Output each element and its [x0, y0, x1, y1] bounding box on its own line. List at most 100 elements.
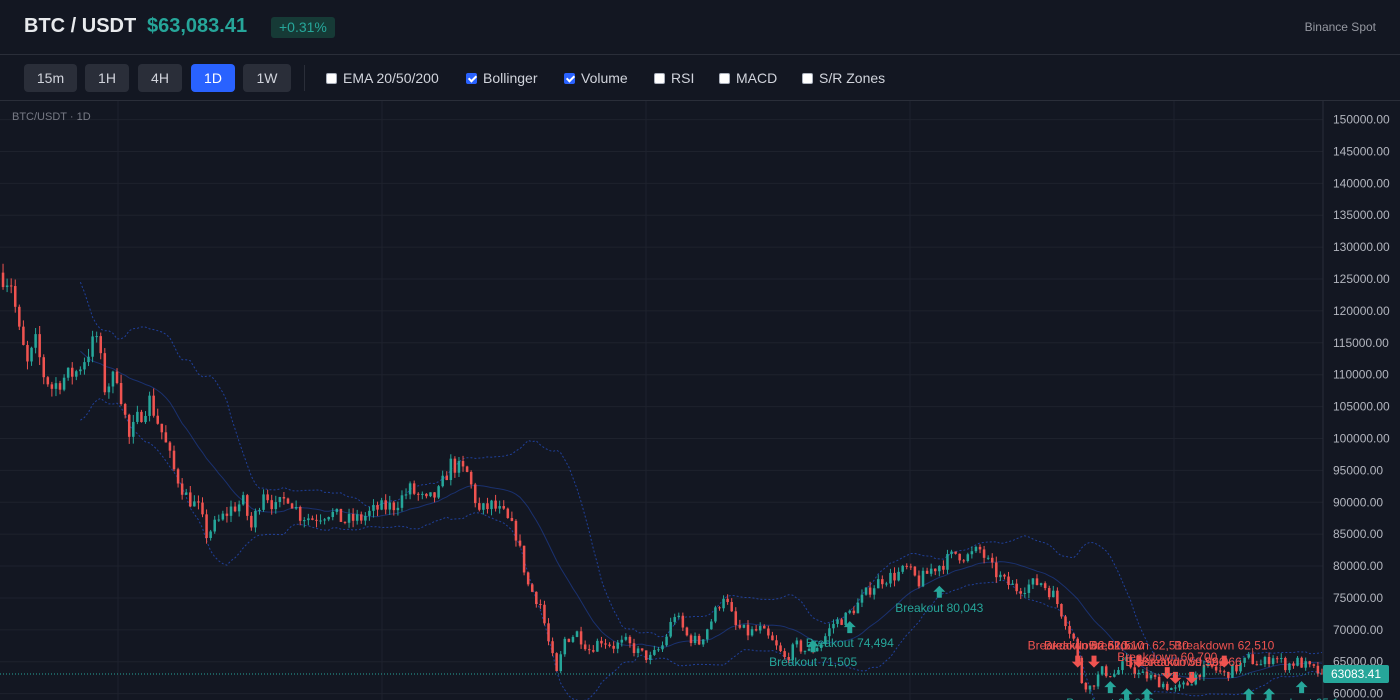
candle-body — [893, 572, 896, 581]
candle-body — [303, 520, 306, 522]
candle-body — [1166, 683, 1169, 690]
candle-body — [852, 610, 856, 614]
candle-body — [1141, 671, 1145, 673]
price-axis-tick-label: 125000.00 — [1333, 272, 1390, 286]
candle-body — [539, 604, 542, 606]
candle-body — [530, 584, 534, 592]
candle-body — [726, 598, 729, 603]
candle-body — [1284, 658, 1287, 671]
candle-body — [1202, 664, 1206, 677]
candle-body — [1052, 590, 1055, 598]
rsi-toggle[interactable]: RSI — [654, 70, 694, 86]
candle-body — [1308, 661, 1312, 665]
candle-body — [1088, 685, 1092, 690]
candle-body — [624, 636, 628, 640]
candle-body — [412, 483, 416, 494]
candle-body — [942, 565, 945, 570]
candle-body — [551, 641, 554, 654]
candle-body — [1251, 654, 1255, 665]
candle-body — [111, 371, 115, 387]
candle-body — [168, 442, 172, 451]
breakdown-arrow-icon — [1218, 655, 1231, 668]
candle-body — [1084, 682, 1088, 690]
candle-body — [714, 607, 717, 622]
candle-body — [123, 404, 127, 415]
candle-body — [315, 519, 318, 521]
candle-body — [241, 495, 245, 505]
candle-body — [559, 654, 562, 672]
timeframe-4h-button[interactable]: 4H — [138, 64, 182, 92]
candle-body — [889, 572, 892, 584]
candle-body — [119, 382, 123, 405]
volume-checkbox[interactable] — [564, 72, 575, 84]
candle-body — [1153, 675, 1157, 677]
candle-body — [1312, 664, 1316, 666]
macd-checkbox[interactable] — [719, 72, 730, 84]
price-axis-tick-label: 95000.00 — [1333, 463, 1383, 477]
candle-body — [404, 494, 408, 496]
candle-body — [298, 506, 302, 521]
candle-body — [848, 610, 852, 613]
candle-body — [1275, 658, 1279, 660]
bollinger-checkbox[interactable] — [466, 72, 477, 84]
candle-body — [429, 492, 432, 497]
candle-body — [327, 517, 330, 520]
breakout-arrow-icon — [807, 640, 820, 653]
candle-body — [278, 497, 282, 503]
candle-body — [612, 645, 615, 649]
breakout-label: Breakout 65,098 — [1066, 696, 1154, 700]
breakdown-label: Breakdown 62,510 — [1174, 639, 1274, 653]
sr-zones-checkbox[interactable] — [802, 72, 813, 84]
sr-zones-toggle[interactable]: S/R Zones — [802, 70, 885, 86]
candle-body — [62, 377, 66, 390]
rsi-checkbox[interactable] — [654, 72, 665, 84]
candle-body — [897, 571, 900, 581]
candle-body — [75, 371, 78, 377]
candle-body — [217, 519, 221, 521]
candle-body — [840, 619, 843, 625]
candle-body — [156, 415, 159, 424]
ema-checkbox[interactable] — [326, 72, 337, 84]
price-chart[interactable]: Breakout 71,505 Breakout 74,494 Breakout 8… — [0, 101, 1400, 700]
candle-body — [958, 553, 961, 561]
candle-body — [929, 568, 933, 574]
candle-body — [400, 495, 404, 508]
timeframe-15m-button[interactable]: 15m — [24, 64, 77, 92]
bollinger-toggle[interactable]: Bollinger — [466, 70, 537, 86]
breakout-label: Breakout 74,494 — [806, 636, 894, 650]
candle-body — [205, 514, 208, 538]
candle-body — [38, 334, 41, 358]
macd-toggle[interactable]: MACD — [719, 70, 777, 86]
candle-body — [254, 510, 257, 528]
price-axis[interactable]: 60000.0065000.0070000.0075000.0080000.00… — [1333, 113, 1390, 700]
timeframe-1d-button[interactable]: 1D — [191, 64, 235, 92]
candle-body — [775, 640, 778, 646]
breakout-arrow-icon — [1120, 688, 1133, 700]
signal-markers: Breakout 71,505 Breakout 74,494 Breakout 8… — [769, 585, 1339, 700]
candle-body — [860, 594, 864, 603]
price-axis-tick-label: 70000.00 — [1333, 623, 1383, 637]
candle-body — [1113, 674, 1116, 677]
price-axis-tick-label: 150000.00 — [1333, 113, 1390, 127]
candle-body — [221, 513, 225, 520]
ema-toggle[interactable]: EMA 20/50/200 — [326, 70, 439, 86]
candle-body — [1157, 676, 1161, 688]
breakout-label: Breakout 65,1 — [1264, 696, 1339, 700]
candle-body — [1064, 616, 1067, 627]
candle-body — [669, 621, 672, 637]
candle-body — [262, 494, 265, 510]
price-axis-tick-label: 80000.00 — [1333, 559, 1383, 573]
breakdown-label: Breakdown 62,510 — [1089, 639, 1189, 653]
candle-body — [742, 624, 746, 628]
candle-body — [868, 587, 872, 595]
candle-body — [1047, 588, 1051, 598]
candle-body — [380, 500, 383, 510]
timeframe-1h-button[interactable]: 1H — [85, 64, 129, 92]
timeframe-1w-button[interactable]: 1W — [243, 64, 291, 92]
candle-body — [286, 498, 290, 504]
candle-body — [653, 649, 656, 655]
candle-body — [803, 650, 807, 652]
volume-toggle[interactable]: Volume — [564, 70, 628, 86]
candle-body — [1149, 675, 1153, 679]
candle-body — [347, 514, 351, 523]
